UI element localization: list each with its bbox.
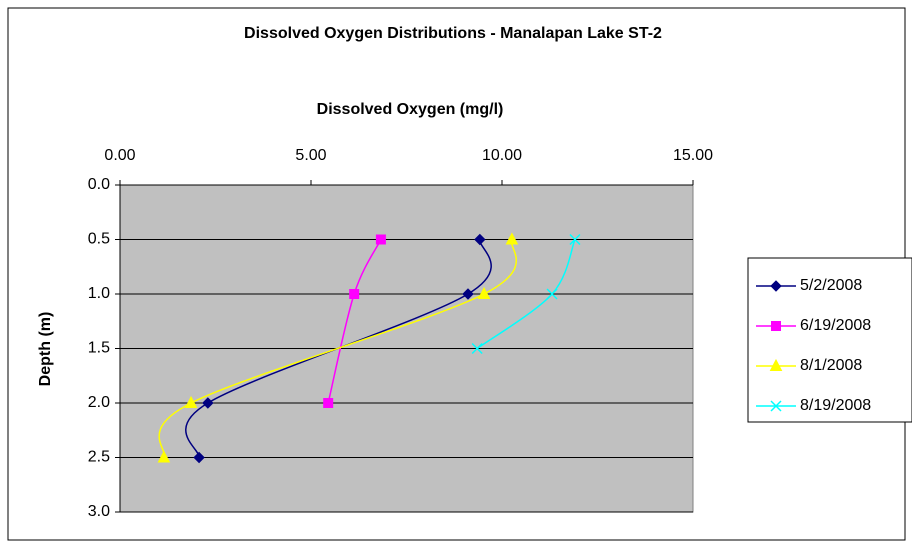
x-axis-title: Dissolved Oxygen (mg/l) <box>317 101 504 118</box>
marker <box>505 232 519 245</box>
y-axis-title: Depth (m) <box>37 312 54 387</box>
x-tick-label: 15.00 <box>673 147 713 164</box>
y-tick-label: 1.5 <box>88 340 110 357</box>
legend-marker <box>771 321 781 331</box>
marker <box>323 398 334 408</box>
y-tick-label: 3.0 <box>88 503 110 520</box>
legend-marker <box>770 400 782 412</box>
x-tick-label: 0.00 <box>104 147 135 164</box>
marker <box>462 288 474 300</box>
legend-label: 8/1/2008 <box>800 357 862 374</box>
marker <box>349 289 360 299</box>
marker <box>477 286 491 299</box>
y-tick-label: 0.0 <box>88 176 110 193</box>
y-tick-label: 0.5 <box>88 231 110 248</box>
series-line <box>158 239 517 458</box>
marker <box>569 233 581 246</box>
y-tick-label: 2.0 <box>88 394 110 411</box>
legend-label: 6/19/2008 <box>800 317 871 334</box>
chart-title: Dissolved Oxygen Distributions - Manalap… <box>244 25 662 42</box>
marker <box>474 233 486 246</box>
legend-label: 5/2/2008 <box>800 277 862 294</box>
marker <box>202 397 214 409</box>
marker <box>193 451 205 464</box>
y-tick-label: 2.5 <box>88 449 110 466</box>
marker <box>157 450 171 463</box>
marker <box>184 395 198 408</box>
marker <box>471 342 483 355</box>
legend-label: 8/19/2008 <box>800 397 871 414</box>
legend-marker <box>770 280 782 292</box>
legend-marker <box>769 358 783 371</box>
x-tick-label: 5.00 <box>295 147 326 164</box>
x-tick-label: 10.00 <box>482 147 522 164</box>
marker <box>375 234 386 245</box>
y-tick-label: 1.0 <box>88 285 110 302</box>
marker <box>546 288 558 300</box>
